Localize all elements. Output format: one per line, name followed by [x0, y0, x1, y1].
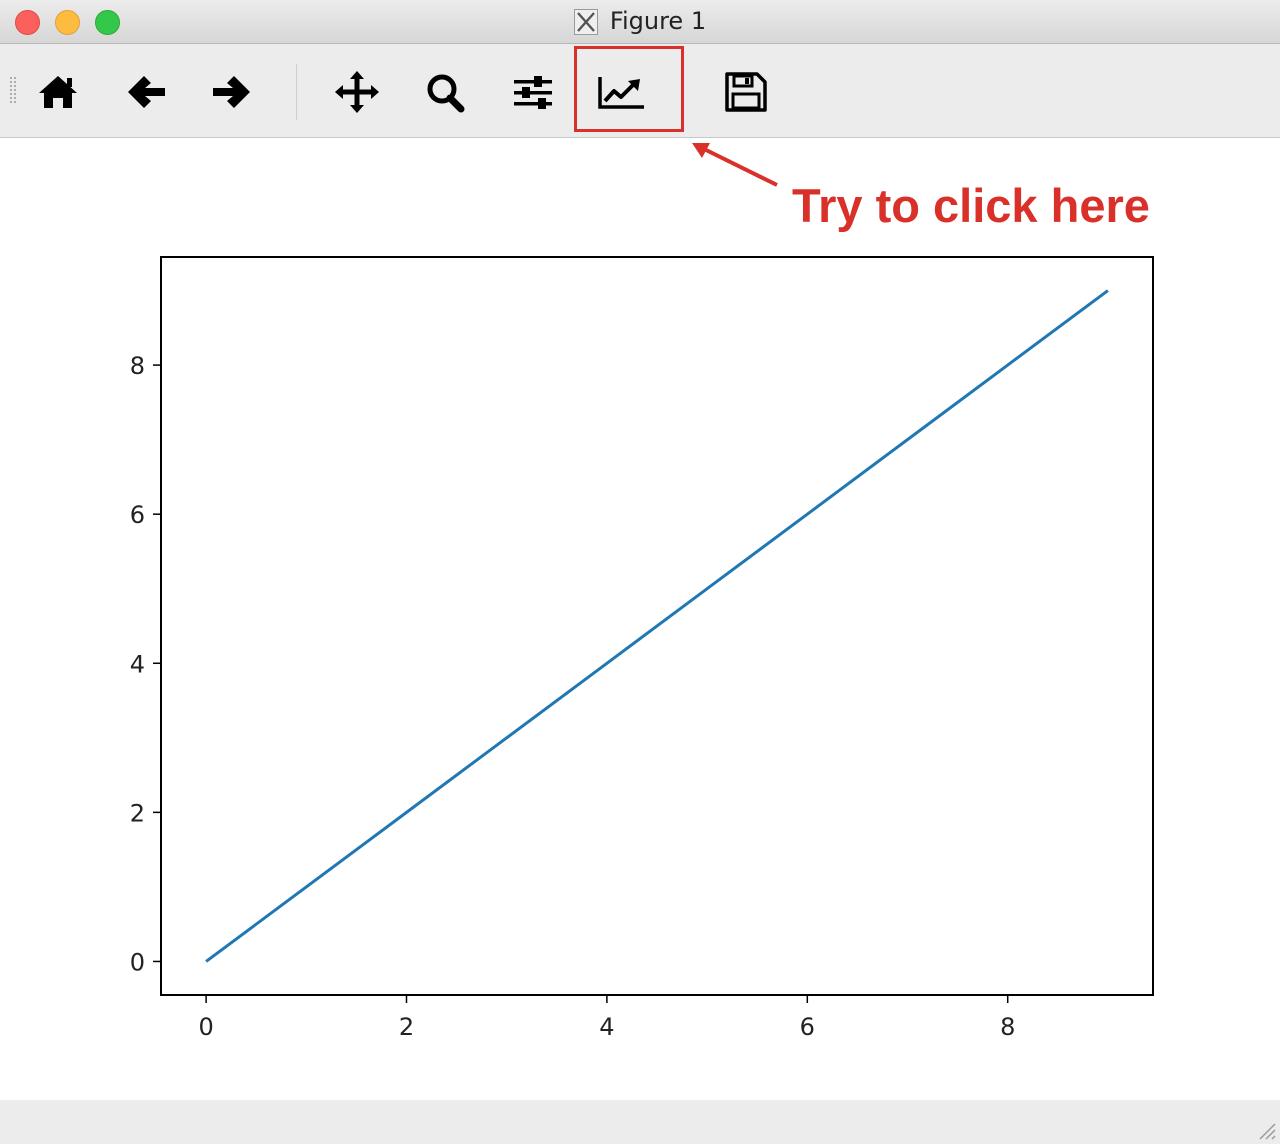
x-tick-label: 2 — [399, 1013, 414, 1041]
pan-button[interactable] — [332, 71, 382, 113]
home-button[interactable] — [33, 71, 83, 113]
arrow-right-icon — [213, 76, 250, 108]
annotation-highlight-box — [574, 46, 684, 132]
home-icon — [39, 76, 77, 108]
subplots-button[interactable] — [508, 71, 558, 113]
save-button[interactable] — [720, 71, 770, 113]
x-tick-label: 4 — [599, 1013, 614, 1041]
chart-line-icon — [598, 77, 644, 109]
figure-canvas[interactable]: 0 2 4 6 8 0 2 4 6 8 — [0, 138, 1280, 1100]
y-tick-label: 4 — [130, 650, 145, 678]
y-tick-label: 8 — [130, 352, 145, 380]
back-button[interactable] — [121, 71, 171, 113]
y-tick-label: 6 — [130, 501, 145, 529]
series-layer — [205, 289, 1109, 963]
minimize-window-button[interactable] — [55, 10, 80, 35]
x-tick-label: 0 — [198, 1013, 213, 1041]
zoom-window-button[interactable] — [95, 10, 120, 35]
x-tick-label: 6 — [800, 1013, 815, 1041]
move-icon — [335, 71, 379, 113]
annotation-text: Try to click here — [792, 179, 1150, 232]
x-tick-label: 8 — [1000, 1013, 1015, 1041]
toolbar-separator — [296, 64, 297, 120]
axes-frame — [160, 256, 1154, 996]
title-container: Figure 1 — [0, 7, 1280, 36]
toolbar-grip-handle[interactable] — [9, 76, 16, 104]
zoom-button[interactable] — [420, 71, 470, 113]
ticks-layer: 0 2 4 6 8 0 2 4 6 8 — [130, 352, 1016, 1041]
window-title: Figure 1 — [609, 7, 707, 35]
y-tick-label: 0 — [130, 948, 145, 976]
close-window-button[interactable] — [15, 10, 40, 35]
edit-axis-button[interactable] — [596, 71, 646, 113]
title-bar: Figure 1 — [0, 0, 1280, 44]
toolbar — [0, 44, 1280, 138]
y-tick-label: 2 — [130, 799, 145, 827]
line-chart: 0 2 4 6 8 0 2 4 6 8 — [130, 256, 1154, 1041]
arrow-left-icon — [128, 76, 165, 108]
x11-app-icon — [573, 9, 598, 35]
sliders-icon — [514, 76, 552, 109]
magnifier-icon — [427, 74, 465, 113]
floppy-disk-icon — [725, 72, 767, 112]
annotation-arrow — [692, 143, 778, 187]
resize-grip-icon[interactable] — [1254, 1118, 1276, 1140]
series-line — [205, 289, 1109, 963]
forward-button[interactable] — [207, 71, 257, 113]
status-bar — [0, 1100, 1280, 1144]
